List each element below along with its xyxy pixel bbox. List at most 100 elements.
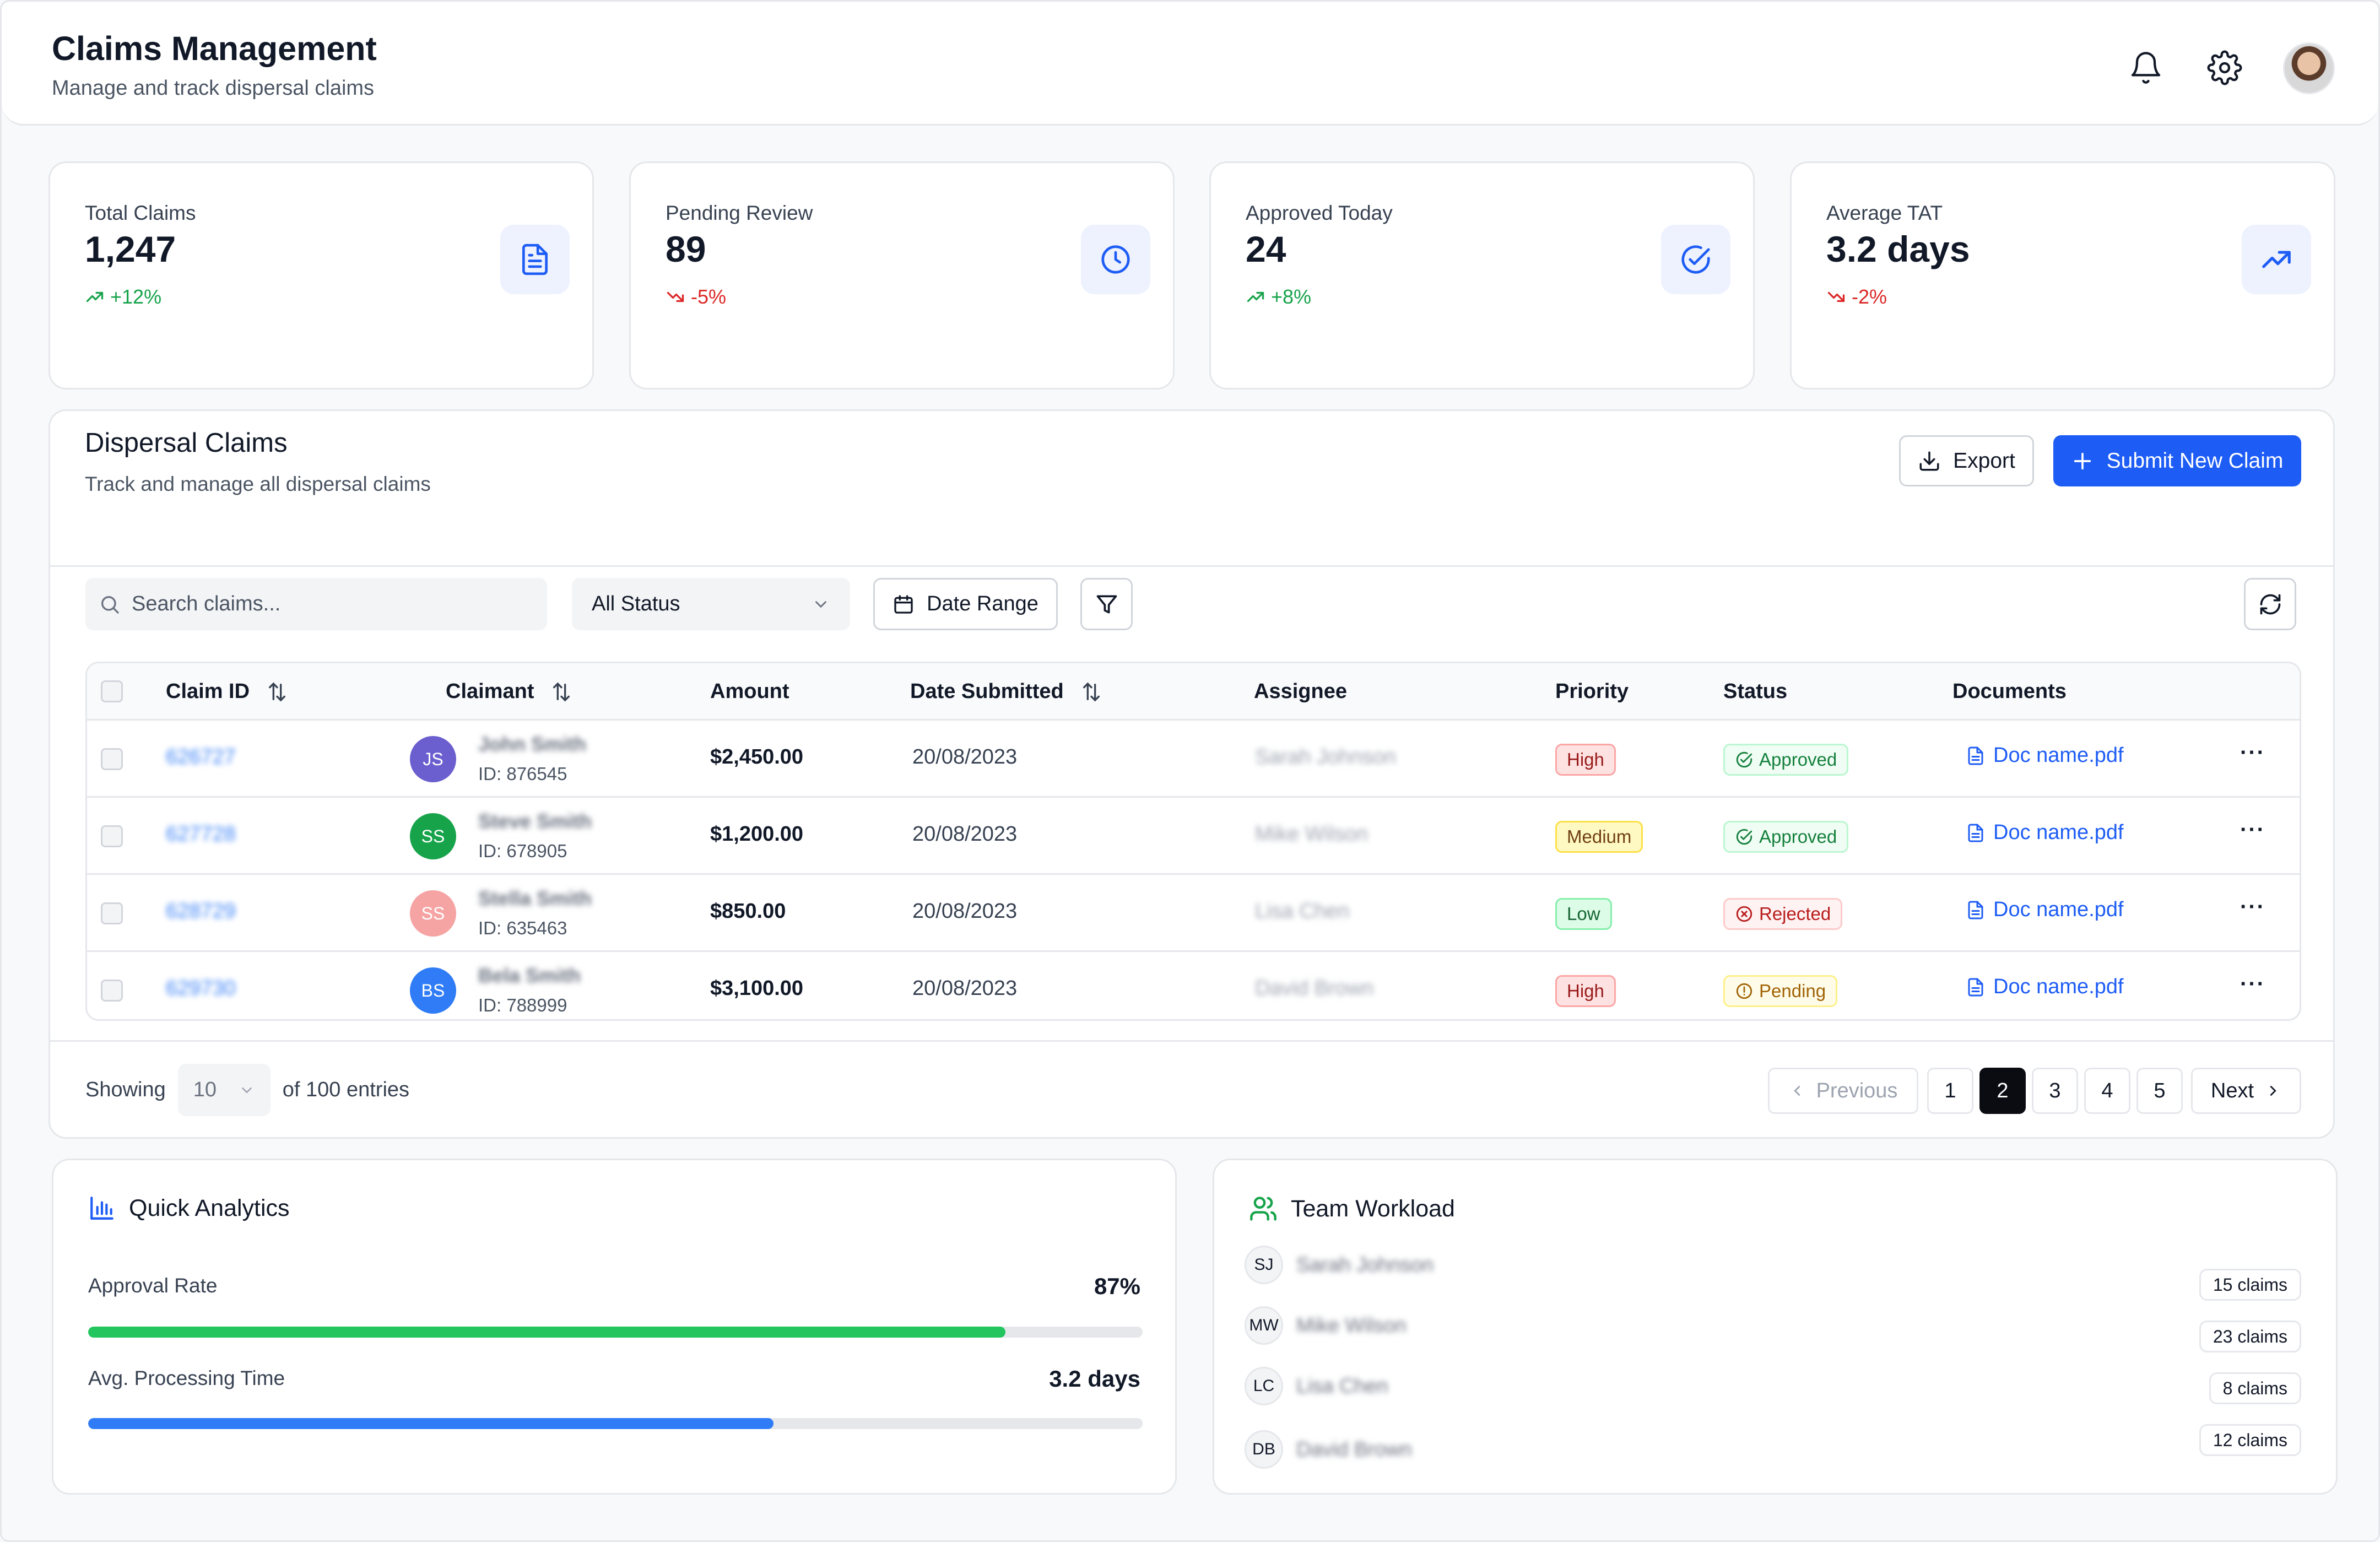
stat-delta-value: -5% [691,285,727,308]
page-button-5[interactable]: 5 [2136,1068,2183,1114]
column-status: Status [1723,680,1787,704]
member-name: David Brown [1296,1438,1412,1460]
approval-rate-label: Approval Rate [88,1274,218,1297]
file-icon [1968,824,1983,842]
table-header: Claim ID Claimant Amount Date Submitted … [87,663,2300,721]
row-checkbox[interactable] [101,825,123,847]
column-assignee: Assignee [1254,680,1347,704]
column-label: Amount [710,680,789,703]
row-actions-menu[interactable]: ··· [2240,740,2265,765]
submit-new-claim-button[interactable]: Submit New Claim [2053,435,2301,486]
status-label: Approved [1759,826,1837,847]
processing-time-fill [88,1418,774,1429]
document-link[interactable]: Doc name.pdf [1966,744,2124,767]
previous-page-button[interactable]: Previous [1768,1068,1918,1114]
priority-label: Medium [1567,826,1632,847]
document-name: Doc name.pdf [1993,898,2124,921]
sort-icon [269,682,286,701]
date-range-button[interactable]: Date Range [873,578,1058,630]
sort-icon [553,682,570,701]
page-subtitle: Manage and track dispersal claims [52,77,375,100]
claim-id-link[interactable]: 629730 [166,977,236,1000]
claimant-id: ID: 876545 [478,764,567,784]
status-label: Approved [1759,749,1837,770]
claims-count-badge: 15 claims [2199,1269,2301,1301]
search-icon [101,596,119,614]
page-size-value: 10 [193,1078,217,1101]
user-avatar[interactable] [2283,42,2335,94]
divider [50,565,2333,567]
column-claim-id[interactable]: Claim ID [166,680,288,704]
column-claimant[interactable]: Claimant [446,680,572,704]
panel-title: Dispersal Claims [85,428,288,458]
submit-label: Submit New Claim [2106,448,2284,473]
claim-amount: $3,100.00 [710,977,804,1000]
row-actions-menu[interactable]: ··· [2240,972,2265,996]
document-link[interactable]: Doc name.pdf [1966,975,2124,999]
quick-analytics-title: Quick Analytics [129,1194,290,1221]
trend-down-icon [667,291,684,302]
document-icon [500,225,570,294]
table-row[interactable]: 628729 SS Stella Smith ID: 635463 $850.0… [87,875,2300,952]
page-size-select[interactable]: 10 [177,1064,271,1116]
processing-time-value: 3.2 days [1049,1366,1140,1392]
claim-amount: $850.00 [710,900,786,923]
document-link[interactable]: Doc name.pdf [1966,821,2124,845]
refresh-button[interactable] [2244,578,2296,630]
row-actions-menu[interactable]: ··· [2240,818,2265,842]
page-button-2[interactable]: 2 [1979,1068,2026,1114]
column-date-submitted[interactable]: Date Submitted [910,680,1102,704]
approval-rate-value: 87% [1094,1273,1140,1299]
panel-subtitle: Track and manage all dispersal claims [85,473,431,495]
stat-delta: -5% [666,285,726,309]
row-checkbox[interactable] [101,980,123,1002]
row-checkbox[interactable] [101,748,123,770]
team-member: LC Lisa Chen [1245,1367,1388,1405]
showing-label: Showing [85,1078,166,1101]
select-all-checkbox[interactable] [101,680,123,702]
bell-icon[interactable] [2124,46,2168,90]
download-icon [1919,451,1939,470]
status-filter-select[interactable]: All Status [572,578,850,630]
next-page-button[interactable]: Next [2191,1068,2301,1114]
table-row[interactable]: 626727 JS John Smith ID: 876545 $2,450.0… [87,721,2300,798]
member-avatar: SJ [1245,1246,1283,1284]
claims-count-badge: 12 claims [2199,1424,2301,1456]
priority-badge: High [1555,744,1616,776]
page-button-3[interactable]: 3 [2032,1068,2078,1114]
file-icon [1968,901,1983,919]
trending-up-icon [2242,225,2311,294]
priority-label: High [1567,749,1604,770]
export-button[interactable]: Export [1899,435,2034,486]
search-input[interactable]: Search claims... [85,578,547,630]
table-row[interactable]: 629730 BS Bela Smith ID: 788999 $3,100.0… [87,952,2300,1019]
document-name: Doc name.pdf [1993,975,2124,998]
chevron-left-icon [1793,1086,1800,1096]
claim-id-link[interactable]: 626727 [166,745,236,769]
stat-delta: +8% [1246,285,1311,309]
gear-icon[interactable] [2203,46,2247,90]
assignee-name: David Brown [1255,977,1374,1000]
claim-id-link[interactable]: 628729 [166,900,236,923]
stat-delta-value: +8% [1271,285,1312,308]
divider [50,1040,2333,1042]
status-label: Pending [1759,981,1826,1001]
page-button-4[interactable]: 4 [2084,1068,2130,1114]
table-row[interactable]: 627728 SS Steve Smith ID: 678905 $1,200.… [87,798,2300,875]
team-member: SJ Sarah Johnson [1245,1246,1434,1284]
row-checkbox[interactable] [101,902,123,924]
card-title: Team Workload [1249,1194,1455,1223]
claim-id-link[interactable]: 627728 [166,823,236,846]
page-button-1[interactable]: 1 [1927,1068,1973,1114]
date-range-label: Date Range [927,592,1038,615]
priority-badge: Low [1555,898,1612,930]
date-submitted: 20/08/2023 [912,977,1018,1000]
filter-button[interactable] [1080,578,1133,630]
stat-card-pending-review: Pending Review 89 -5% [629,161,1175,389]
document-link[interactable]: Doc name.pdf [1966,898,2124,922]
bar-chart-icon [90,1197,113,1220]
row-actions-menu[interactable]: ··· [2240,895,2265,919]
previous-label: Previous [1816,1079,1898,1102]
stat-value: 1,247 [85,229,176,269]
